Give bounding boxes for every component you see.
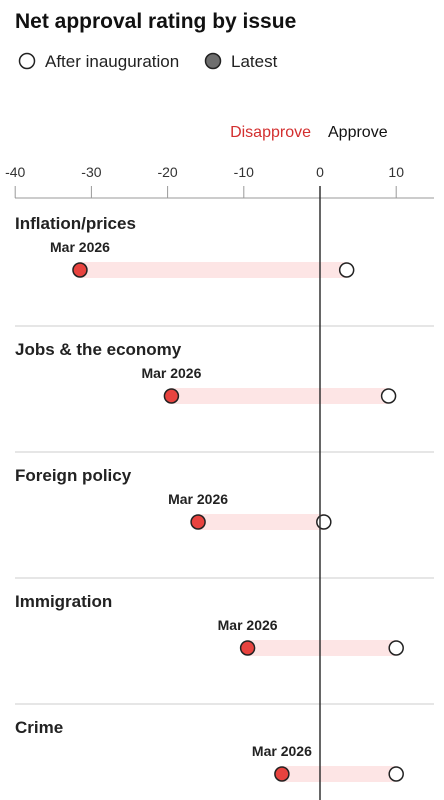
legend: After inauguration Latest [18,52,278,71]
issue-panel: Jobs & the economy Mar 2026 [15,325,434,404]
issue-panel: Inflation/prices Mar 2026 [15,214,355,278]
x-tick-label: -10 [234,164,254,180]
direction-labels: Disapprove Approve [230,124,388,141]
x-tick-label: -40 [5,164,25,180]
change-range-bar [247,640,397,656]
issue-label: Crime [15,718,63,737]
after-inauguration-point [316,514,332,530]
issue-label: Immigration [15,592,112,611]
issue-label: Foreign policy [15,466,132,485]
x-tick-label: -30 [81,164,101,180]
latest-date-label: Mar 2026 [168,491,228,507]
x-tick-label: -20 [157,164,177,180]
latest-point [239,640,256,656]
issue-panel: Crime Mar 2026 [15,703,434,782]
legend-label-latest: Latest [231,52,278,71]
latest-date-label: Mar 2026 [141,365,201,381]
issue-label: Jobs & the economy [15,340,182,359]
issue-panel: Foreign policy Mar 2026 [15,451,434,530]
x-axis: -40 -30 -20 -10 0 10 [5,164,434,199]
latest-date-label: Mar 2026 [252,743,312,759]
after-inauguration-point [388,640,404,656]
change-range-bar [198,514,324,530]
after-inauguration-point [338,262,355,278]
after-inauguration-point [388,766,404,782]
latest-point [274,766,290,782]
latest-point [190,514,206,530]
direction-label-approve: Approve [328,124,388,141]
change-range-bar [79,262,347,278]
direction-label-disapprove: Disapprove [230,124,311,141]
latest-date-label: Mar 2026 [218,617,278,633]
x-tick-label: 0 [316,164,324,180]
chart-title: Net approval rating by issue [15,10,296,33]
latest-point [163,388,180,404]
change-range-bar [281,766,397,782]
legend-marker-after-inauguration [18,52,36,70]
after-inauguration-point [380,388,397,404]
issue-label: Inflation/prices [15,214,136,233]
x-tick-label: 10 [388,164,404,180]
change-range-bar [171,388,389,404]
legend-marker-latest [204,52,222,70]
legend-label-after-inauguration: After inauguration [45,52,179,71]
issue-panel: Immigration Mar 2026 [15,577,434,656]
latest-date-label: Mar 2026 [50,239,110,255]
latest-point [72,262,88,278]
